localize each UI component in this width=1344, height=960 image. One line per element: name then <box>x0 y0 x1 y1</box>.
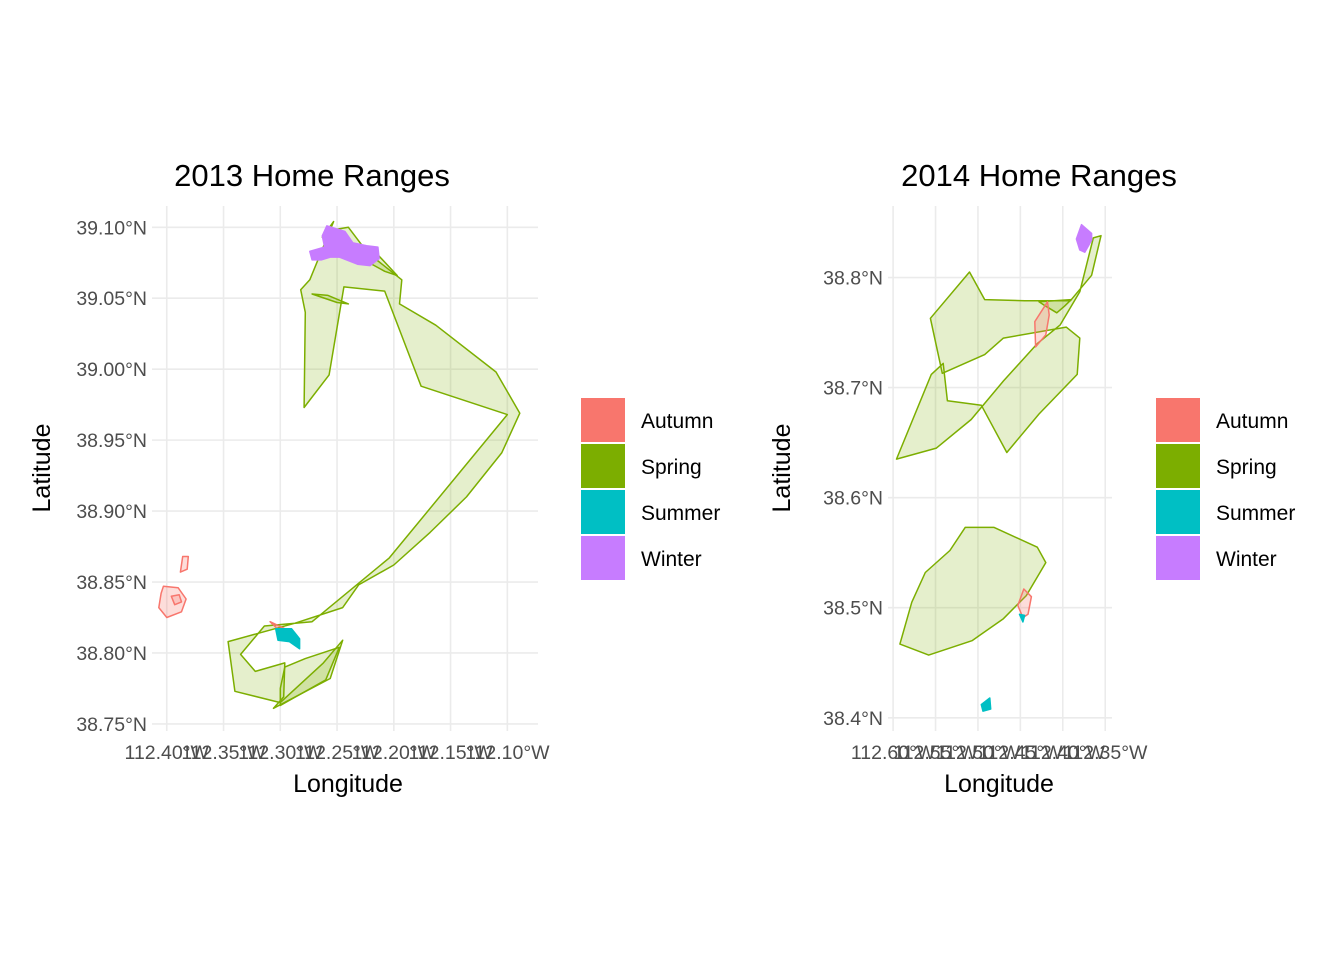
polygon-summer-8 <box>274 628 301 650</box>
y-tick-label: 39.05°N <box>76 288 147 310</box>
x-tick-label: 112.35°W <box>1063 742 1148 764</box>
x-tick-label: 112.35°W <box>181 742 266 764</box>
polygon-spring-2 <box>899 526 1047 656</box>
x-ticks-2013: 112.40°W112.35°W112.30°W112.25°W112.20°W… <box>125 742 551 764</box>
legend-label-autumn: Autumn <box>1216 410 1288 433</box>
legend-key-autumn <box>581 398 625 442</box>
y-tick-label: 38.7°N <box>823 378 883 400</box>
polygon-autumn-3 <box>1034 301 1050 348</box>
y-ticks-2014: 38.4°N 38.5°N 38.6°N 38.7°N 38.8°N <box>823 268 883 730</box>
grid-2014 <box>888 206 1112 731</box>
polygon-summer-5 <box>1018 613 1026 623</box>
panel-title-2014: 2014 Home Ranges <box>901 158 1177 193</box>
legend-key-spring <box>581 444 625 488</box>
x-ticks-2014: 112.60°W112.55°W112.50°W112.45°W112.40°W… <box>851 742 1148 764</box>
y-tick-label: 38.90°N <box>76 501 147 523</box>
legend-label-spring: Spring <box>641 456 702 479</box>
y-ticks-2013: 38.75°N 38.80°N 38.85°N 38.90°N 38.95°N 39.00… <box>76 217 147 736</box>
x-tick-label: 112.50°W <box>936 742 1021 764</box>
legend-2013: Autumn Spring Summer Winter <box>581 398 720 580</box>
y-tick-label: 38.95°N <box>76 430 147 452</box>
panel-title-2013: 2013 Home Ranges <box>174 158 450 193</box>
polygon-autumn-5 <box>179 555 190 573</box>
polygon-autumn-6 <box>170 594 183 606</box>
polygon-spring-0 <box>895 234 1102 460</box>
x-tick-label: 112.30°W <box>238 742 323 764</box>
y-axis-title-2014: Latitude <box>768 424 796 513</box>
y-tick-label: 38.4°N <box>823 708 883 730</box>
legend-label-winter: Winter <box>641 548 702 571</box>
legend-label-autumn: Autumn <box>641 410 713 433</box>
y-tick-label: 38.85°N <box>76 572 147 594</box>
x-tick-label: 112.45°W <box>978 742 1063 764</box>
legend-key-summer <box>1156 490 1200 534</box>
y-tick-label: 38.6°N <box>823 488 883 510</box>
polygons-2013 <box>158 220 521 710</box>
y-axis-title-2013: Latitude <box>28 424 56 513</box>
legend-key-summer <box>581 490 625 534</box>
x-tick-label: 112.15°W <box>408 742 493 764</box>
x-tick-label: 112.20°W <box>352 742 437 764</box>
legend-2014: Autumn Spring Summer Winter <box>1156 398 1295 580</box>
legend-label-spring: Spring <box>1216 456 1277 479</box>
x-axis-title-2014: Longitude <box>944 770 1054 798</box>
panel-2013: 2013 Home Ranges 112.40°W112.35°W112.30°… <box>28 158 720 798</box>
x-tick-label: 112.55°W <box>893 742 978 764</box>
legend-label-summer: Summer <box>1216 502 1295 525</box>
grid-2013 <box>152 206 538 731</box>
polygon-spring-0 <box>227 220 521 710</box>
legend-key-winter <box>1156 536 1200 580</box>
polygon-winter-9 <box>309 225 380 267</box>
polygons-2014 <box>895 223 1102 712</box>
y-tick-label: 38.8°N <box>823 268 883 290</box>
legend-label-winter: Winter <box>1216 548 1277 571</box>
x-tick-label: 112.10°W <box>465 742 550 764</box>
x-tick-label: 112.40°W <box>1021 742 1106 764</box>
polygon-spring-2 <box>311 293 350 305</box>
x-tick-label: 112.25°W <box>295 742 380 764</box>
x-axis-title-2013: Longitude <box>293 770 403 798</box>
y-tick-label: 38.80°N <box>76 643 147 665</box>
polygon-winter-7 <box>1075 223 1093 253</box>
panel-2014: 2014 Home Ranges 112.60°W112.55°W112.50°… <box>768 158 1295 798</box>
y-tick-label: 38.75°N <box>76 714 147 736</box>
x-tick-label: 112.40°W <box>125 742 210 764</box>
y-tick-label: 38.5°N <box>823 598 883 620</box>
y-tick-label: 39.10°N <box>76 217 147 239</box>
polygon-summer-6 <box>980 697 992 712</box>
legend-key-winter <box>581 536 625 580</box>
polygon-spring-1 <box>279 646 341 707</box>
legend-key-autumn <box>1156 398 1200 442</box>
x-tick-label: 112.60°W <box>851 742 936 764</box>
legend-key-spring <box>1156 444 1200 488</box>
legend-label-summer: Summer <box>641 502 720 525</box>
y-tick-label: 39.00°N <box>76 359 147 381</box>
